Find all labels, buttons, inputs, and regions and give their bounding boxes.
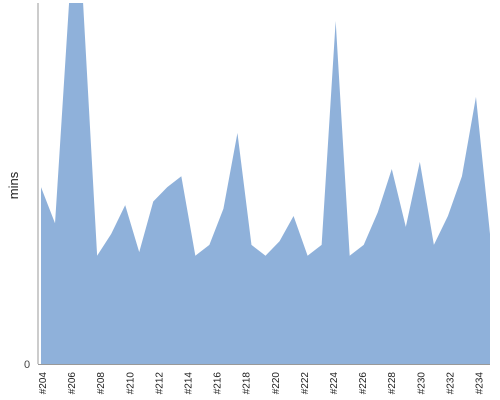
x-tick-label: #206 — [67, 372, 78, 395]
x-tick-label: #234 — [475, 372, 486, 395]
y-tick-label-0: 0 — [24, 359, 30, 371]
x-tick-label: #214 — [184, 372, 195, 395]
y-axis-title: mins — [6, 171, 21, 199]
x-tick-label: #224 — [329, 372, 340, 395]
x-tick-label: #228 — [387, 372, 398, 395]
x-tick-label: #220 — [271, 372, 282, 395]
x-tick-label: #222 — [300, 372, 311, 395]
x-tick-label: #210 — [125, 372, 136, 395]
plot-area — [41, 3, 490, 364]
x-tick-label: #230 — [416, 372, 427, 395]
x-tick-label: #216 — [213, 372, 224, 395]
x-tick-label: #232 — [445, 372, 456, 395]
x-tick-label: #226 — [358, 372, 369, 395]
x-tick-label: #208 — [96, 372, 107, 395]
x-tick-labels: #204 #206 #208 #210 #212 #214 #216 #218 #220 #222… — [38, 372, 486, 395]
x-tick-label: #204 — [38, 372, 49, 395]
x-tick-label: #218 — [242, 372, 253, 395]
area-series — [41, 3, 490, 364]
x-tick-label: #212 — [154, 372, 165, 395]
